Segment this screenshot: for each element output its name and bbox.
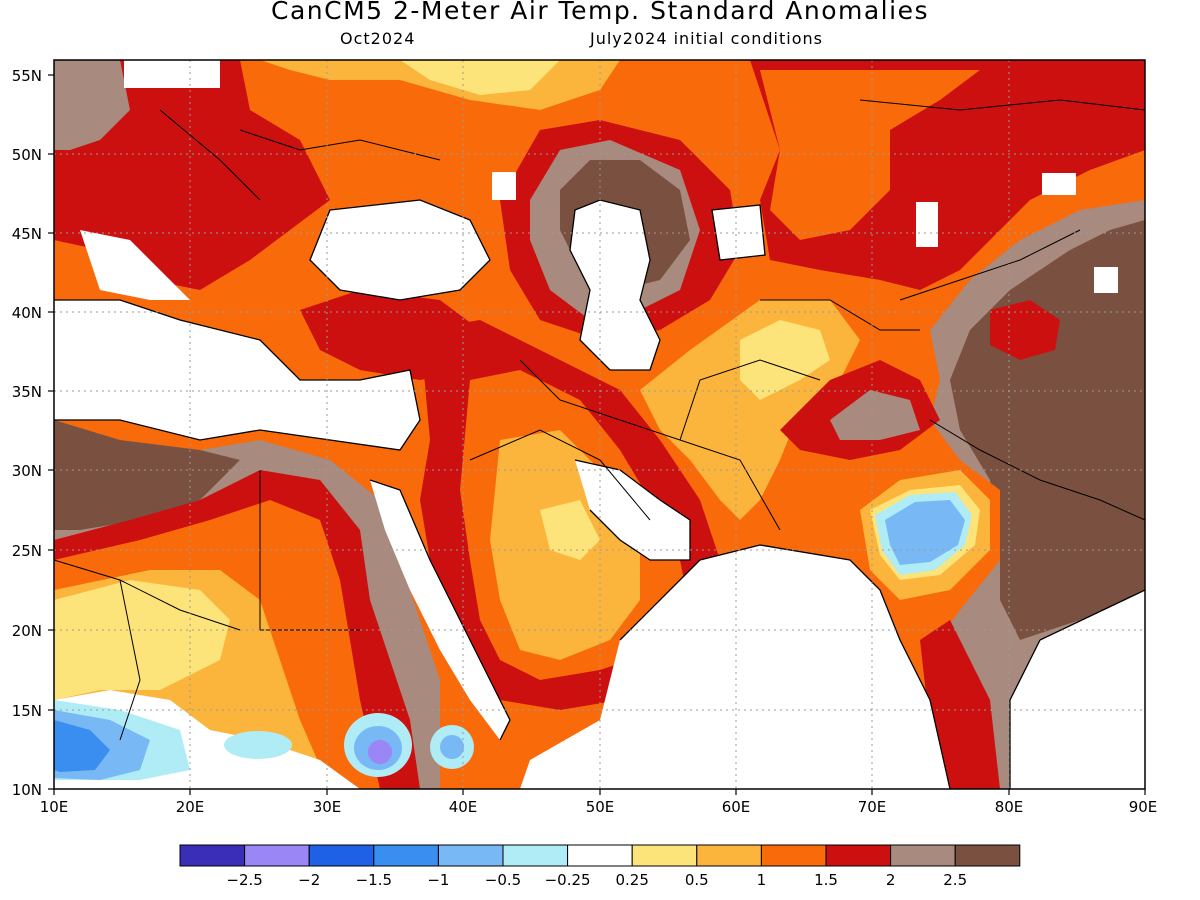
mask-north-white: [124, 60, 220, 88]
mask-red-sea: [370, 480, 510, 740]
lat-label-35n: 35N: [12, 383, 42, 401]
region-north-yellow-inner: [400, 60, 560, 95]
region-india-blue: [885, 500, 965, 565]
mask-mediterranean: [54, 300, 420, 450]
color-legend: −2.5 −2 −1.5 −1 −0.5 −0.25 0.25 0.5 1 1.5 2 2.5: [179, 844, 1021, 889]
lat-label-55n: 55N: [12, 67, 42, 85]
mask-persian-gulf: [575, 460, 690, 560]
map-field: [54, 60, 1145, 789]
lon-label-70e: 70E: [858, 798, 887, 816]
legend-swatch: [373, 844, 439, 867]
legend-label: −2.5: [226, 871, 262, 889]
region-europe-high: [54, 60, 330, 290]
lon-label-80e: 80E: [995, 798, 1024, 816]
region-iran-yellow: [740, 320, 830, 400]
legend-label: −0.5: [485, 871, 521, 889]
region-africa-mid-blue: [54, 720, 110, 772]
mask-adriatic-balkans: [80, 230, 190, 300]
legend-swatch: [696, 844, 762, 867]
region-chad-pale-blue: [224, 731, 292, 759]
region-ethiopia-blue: [440, 735, 464, 759]
mask-black-sea: [310, 200, 490, 300]
legend-swatch: [437, 844, 504, 867]
region-russia-orange: [760, 70, 980, 240]
region-africa-very-high: [54, 420, 240, 530]
lon-label-40e: 40E: [449, 798, 478, 816]
region-africa-yellow: [54, 580, 230, 700]
mask-balkhash: [1042, 173, 1076, 195]
mask-kazakh-lake: [916, 202, 938, 247]
legend-label: 0.5: [685, 871, 709, 889]
legend-swatch: [308, 844, 375, 867]
legend-label: 1.5: [814, 871, 838, 889]
legend-swatch: [890, 844, 956, 867]
mask-volga: [492, 172, 516, 200]
mask-issyk: [1094, 267, 1118, 293]
lon-label-10e: 10E: [40, 798, 69, 816]
region-tibet-hotspot: [990, 300, 1060, 360]
legend-label: 0.25: [615, 871, 648, 889]
region-europe-very-high: [54, 60, 130, 150]
region-turkey-high: [300, 290, 480, 380]
coastlines: [54, 199, 1146, 790]
lat-label-20n: 20N: [12, 622, 42, 640]
legend-label: −0.25: [545, 871, 591, 889]
lon-labels: 10E 20E 30E 40E 50E 60E 70E 80E 90E: [40, 798, 1158, 816]
lat-label-50n: 50N: [12, 146, 42, 164]
tick-marks: [48, 74, 1146, 795]
mask-arabian-sea: [520, 545, 950, 789]
legend-swatch: [502, 844, 569, 867]
map-title: CanCM5 2-Meter Air Temp. Standard Anomal…: [271, 0, 929, 25]
lat-label-25n: 25N: [12, 542, 42, 560]
lat-label-30n: 30N: [12, 462, 42, 480]
mask-caspian: [570, 200, 660, 370]
legend-label: −1.5: [356, 871, 392, 889]
lon-label-30e: 30E: [313, 798, 342, 816]
region-sudan-purple: [368, 740, 392, 764]
legend-label: 2.5: [943, 871, 967, 889]
lat-label-15n: 15N: [12, 702, 42, 720]
legend-swatch: [631, 844, 698, 867]
forecast-month: Oct2024: [340, 29, 416, 48]
lat-label-45n: 45N: [12, 225, 42, 243]
lon-label-20e: 20E: [176, 798, 205, 816]
legend-swatch: [179, 844, 246, 867]
lon-label-90e: 90E: [1129, 798, 1158, 816]
region-arabia-yellow: [540, 500, 600, 560]
lat-label-10n: 10N: [12, 781, 42, 799]
lat-labels: 55N 50N 45N 40N 35N 30N 25N 20N 15N 10N: [12, 67, 42, 799]
region-pakistan-high: [830, 390, 920, 440]
legend-swatch: [825, 844, 892, 867]
mask-bay-of-bengal: [1010, 590, 1145, 789]
lon-label-50e: 50E: [586, 798, 615, 816]
initial-conditions: July2024 initial conditions: [590, 29, 823, 48]
legend-swatch: [567, 844, 633, 867]
legend-label: 2: [886, 871, 896, 889]
graticule: [54, 60, 1145, 789]
legend-label: −1: [427, 871, 449, 889]
lon-label-60e: 60E: [722, 798, 751, 816]
lat-label-40n: 40N: [12, 304, 42, 322]
legend-swatch: [760, 844, 827, 867]
legend-swatch: [954, 844, 1021, 867]
legend-label: −2: [298, 871, 320, 889]
legend-swatch: [244, 844, 310, 867]
legend-label: 1: [757, 871, 767, 889]
